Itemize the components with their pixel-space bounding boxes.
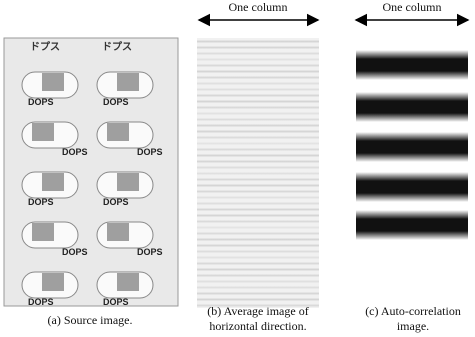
pill-print bbox=[117, 73, 139, 91]
pill-label: DOPS bbox=[137, 247, 163, 257]
streak bbox=[197, 190, 319, 193]
streak bbox=[197, 292, 319, 295]
streak bbox=[197, 94, 319, 97]
streak bbox=[197, 172, 319, 175]
pill-print bbox=[42, 73, 64, 91]
streak bbox=[197, 166, 319, 169]
pill-label: DOPS bbox=[28, 297, 54, 307]
streak bbox=[197, 226, 319, 229]
streak bbox=[197, 268, 319, 271]
pill-print bbox=[117, 273, 139, 291]
streak bbox=[197, 154, 319, 157]
pill-label: DOPS bbox=[137, 147, 163, 157]
corr-band bbox=[356, 92, 468, 122]
pill-label: DOPS bbox=[103, 97, 129, 107]
figure: ドプス ドプス DOPS DOPS DOPS DOPS DOPS DOPS DOPS DOPS DO… bbox=[0, 0, 475, 337]
streak bbox=[197, 244, 319, 247]
caption-c: image. bbox=[397, 319, 429, 333]
streak bbox=[197, 286, 319, 289]
streak bbox=[197, 232, 319, 235]
streak bbox=[197, 58, 319, 61]
streak bbox=[197, 250, 319, 253]
corr-band bbox=[356, 50, 468, 80]
streak bbox=[197, 52, 319, 55]
pill-print bbox=[42, 173, 64, 191]
caption-a: (a) Source image. bbox=[48, 313, 133, 327]
streak bbox=[197, 280, 319, 283]
streak bbox=[197, 100, 319, 103]
blister-header: ドプス bbox=[102, 40, 132, 53]
streak bbox=[197, 130, 319, 133]
streak bbox=[197, 64, 319, 67]
streak bbox=[197, 214, 319, 217]
pill-print bbox=[42, 273, 64, 291]
caption-c: (c) Auto-correlation bbox=[365, 304, 461, 318]
pill-print bbox=[107, 123, 129, 141]
corr-band bbox=[356, 210, 468, 240]
streak bbox=[197, 220, 319, 223]
pill-print bbox=[107, 223, 129, 241]
streak bbox=[197, 46, 319, 49]
streak bbox=[197, 274, 319, 277]
streak bbox=[197, 118, 319, 121]
streak bbox=[197, 298, 319, 301]
average-image bbox=[197, 38, 319, 308]
pill-label: DOPS bbox=[62, 147, 88, 157]
corr-band bbox=[356, 172, 468, 202]
pill-print bbox=[117, 173, 139, 191]
streak bbox=[197, 160, 319, 163]
pill-print bbox=[32, 123, 54, 141]
pill-label: DOPS bbox=[28, 197, 54, 207]
corr-band bbox=[356, 132, 468, 162]
streak bbox=[197, 76, 319, 79]
pill-label: DOPS bbox=[28, 97, 54, 107]
source-image: ドプス ドプス DOPS DOPS DOPS DOPS DOPS DOPS DOPS DOPS DO… bbox=[4, 38, 178, 307]
pill-label: DOPS bbox=[62, 247, 88, 257]
caption-b: (b) Average image of bbox=[207, 304, 308, 318]
streak bbox=[197, 88, 319, 91]
streak bbox=[197, 70, 319, 73]
streak bbox=[197, 256, 319, 259]
column-label: One column bbox=[229, 0, 288, 14]
streak bbox=[197, 82, 319, 85]
column-label: One column bbox=[383, 0, 442, 14]
streak bbox=[197, 202, 319, 205]
streak bbox=[197, 124, 319, 127]
caption-b: horizontal direction. bbox=[209, 319, 306, 333]
streak bbox=[197, 238, 319, 241]
blister-header: ドプス bbox=[30, 40, 60, 53]
pill-print bbox=[32, 223, 54, 241]
streak bbox=[197, 136, 319, 139]
streak bbox=[197, 184, 319, 187]
streak bbox=[197, 196, 319, 199]
streak bbox=[197, 142, 319, 145]
streak bbox=[197, 106, 319, 109]
streak bbox=[197, 178, 319, 181]
autocorrelation-image bbox=[356, 50, 468, 240]
pill-label: DOPS bbox=[103, 197, 129, 207]
streak bbox=[197, 262, 319, 265]
pill-label: DOPS bbox=[103, 297, 129, 307]
streak bbox=[197, 208, 319, 211]
streak bbox=[197, 40, 319, 43]
streak bbox=[197, 148, 319, 151]
streak bbox=[197, 112, 319, 115]
